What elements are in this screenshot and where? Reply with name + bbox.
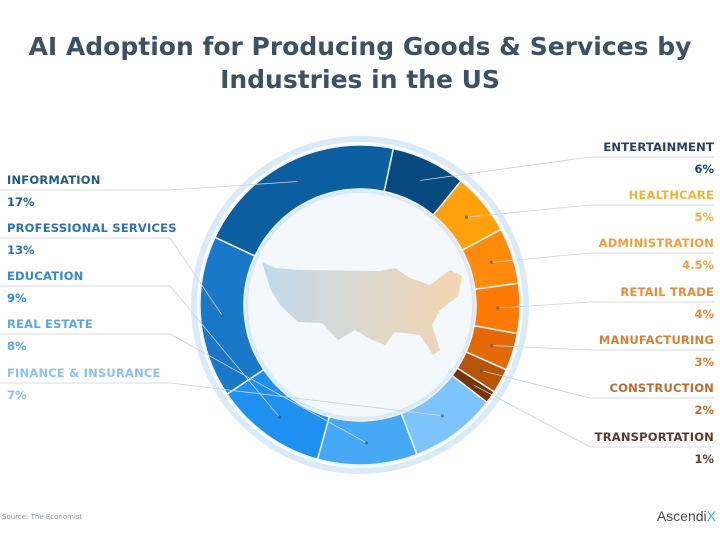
leader-line bbox=[481, 370, 714, 399]
us-map-icon bbox=[262, 262, 462, 355]
slice-label: FINANCE & INSURANCE bbox=[7, 366, 161, 380]
slice-label: RETAIL TRADE bbox=[620, 285, 714, 299]
slice-value: 6% bbox=[694, 162, 714, 176]
slice-value: 8% bbox=[7, 339, 27, 353]
leader-dot bbox=[364, 441, 369, 445]
brand-text: Ascendi bbox=[656, 508, 707, 524]
leader-line bbox=[0, 382, 443, 417]
slice-value: 13% bbox=[7, 243, 35, 257]
slice-label: ENTERTAINMENT bbox=[603, 140, 714, 154]
slice-value: 17% bbox=[7, 195, 35, 209]
slice-value: 4.5% bbox=[682, 258, 714, 272]
slice-label: ADMINISTRATION bbox=[598, 236, 714, 250]
chart-title: AI Adoption for Producing Goods & Servic… bbox=[28, 32, 692, 94]
brand-logo: AscendiX bbox=[657, 508, 716, 524]
slice-value: 3% bbox=[694, 355, 714, 369]
leader-dot bbox=[440, 414, 445, 418]
slice-value: 2% bbox=[694, 403, 714, 417]
leader-line bbox=[419, 156, 714, 181]
source-note: Source: The Economist bbox=[2, 513, 83, 521]
leader-dot bbox=[296, 179, 301, 184]
slice-value: 5% bbox=[694, 210, 714, 224]
leader-dot bbox=[417, 178, 422, 183]
slice-value: 4% bbox=[694, 307, 714, 321]
leader-dot bbox=[489, 260, 493, 264]
leader-dot bbox=[490, 343, 494, 348]
slice-value: 7% bbox=[7, 388, 27, 402]
slice-real-estate bbox=[316, 412, 418, 466]
leader-line bbox=[466, 204, 714, 218]
slice-label: EDUCATION bbox=[7, 269, 84, 283]
leader-line bbox=[491, 345, 714, 351]
leader-dot bbox=[479, 369, 483, 373]
leader-dot bbox=[277, 415, 281, 419]
slice-label: PROFESSIONAL SERVICES bbox=[7, 221, 177, 235]
leader-dot bbox=[220, 314, 225, 318]
leader-line bbox=[0, 285, 280, 418]
leader-line bbox=[0, 181, 299, 191]
slice-value: 9% bbox=[7, 291, 27, 305]
leader-dot bbox=[496, 306, 500, 310]
slice-label: TRANSPORTATION bbox=[594, 430, 714, 444]
slice-label: MANUFACTURING bbox=[598, 333, 714, 347]
donut-outer-ring bbox=[191, 136, 529, 474]
brand-accent: X bbox=[706, 508, 716, 524]
leader-line bbox=[497, 301, 714, 309]
slice-label: CONSTRUCTION bbox=[609, 381, 714, 395]
leader-dot bbox=[471, 382, 475, 387]
slice-value: 1% bbox=[694, 452, 714, 466]
leader-line bbox=[472, 384, 714, 448]
leader-line bbox=[0, 237, 223, 316]
slice-label: REAL ESTATE bbox=[7, 317, 93, 331]
leader-line bbox=[0, 333, 367, 444]
slice-label: INFORMATION bbox=[7, 173, 101, 187]
leader-line bbox=[491, 252, 714, 263]
leader-dot bbox=[464, 215, 469, 219]
slice-label: HEALTHCARE bbox=[628, 188, 714, 202]
